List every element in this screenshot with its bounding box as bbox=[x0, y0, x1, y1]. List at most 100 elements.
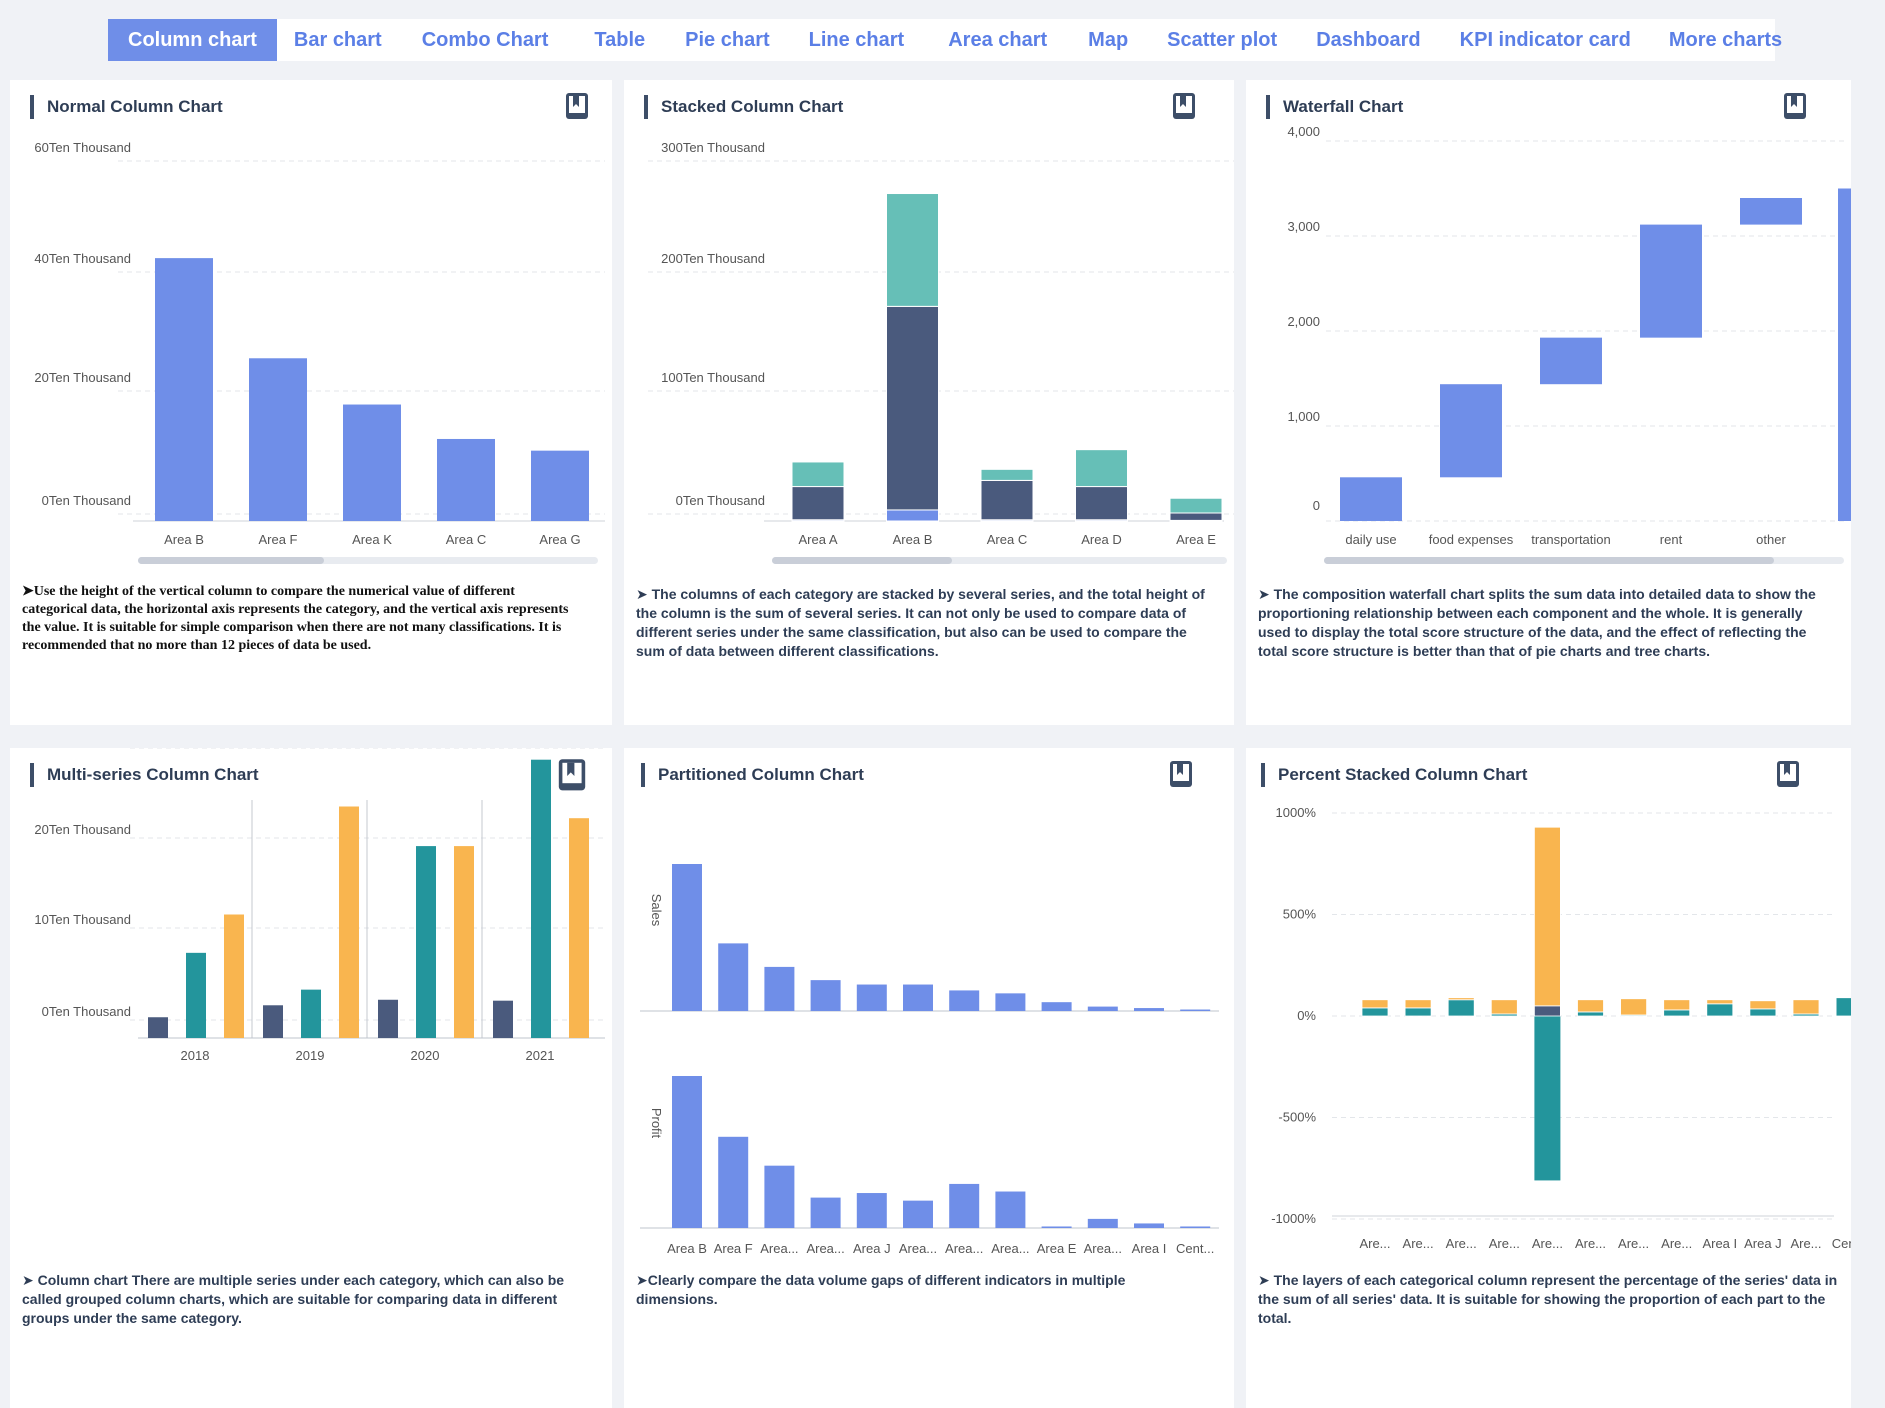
y-tick-label: 500% bbox=[1283, 907, 1317, 922]
x-tick-label: Are... bbox=[1489, 1236, 1520, 1251]
x-tick-label: Area I bbox=[1132, 1241, 1167, 1256]
bar bbox=[764, 1165, 795, 1228]
panel-title: Stacked Column Chart bbox=[644, 94, 843, 120]
bar bbox=[224, 914, 244, 1038]
bar-segment bbox=[1533, 1005, 1561, 1017]
percent-stacked-column-chart: -1000% -500% 0% 500% 1000% Are... Are... Are...… bbox=[1271, 805, 1851, 1251]
bar-segment bbox=[1663, 999, 1691, 1011]
bar-segment bbox=[1075, 486, 1128, 521]
bar-segment bbox=[980, 468, 1034, 481]
x-tick-label: Area J bbox=[853, 1241, 891, 1256]
chart-scrollbar[interactable] bbox=[138, 557, 598, 564]
bar-segment bbox=[886, 193, 939, 307]
x-tick-label: Are... bbox=[1532, 1236, 1563, 1251]
bar-segment bbox=[1534, 1016, 1561, 1181]
y-tick-label: 1,000 bbox=[1287, 409, 1320, 424]
tab-map[interactable]: Map bbox=[1088, 29, 1129, 51]
chart-description: ➤Use the height of the vertical column t… bbox=[22, 584, 569, 653]
multi-series-column-chart: 0Ten Thousand 10Ten Thousand 20Ten Thousan… bbox=[34, 748, 605, 1063]
bar-segment bbox=[886, 509, 939, 522]
x-tick-label: Area F bbox=[258, 532, 297, 547]
bar-segment bbox=[1792, 999, 1820, 1015]
chart-scrollbar[interactable] bbox=[1324, 557, 1844, 564]
y-tick-label: 0Ten Thousand bbox=[676, 493, 765, 508]
bar-segment bbox=[1663, 1009, 1691, 1017]
tab-dashboard[interactable]: Dashboard bbox=[1316, 29, 1421, 51]
chart-description: ➤ Column chart There are multiple series… bbox=[22, 1272, 565, 1326]
bookmark-icon[interactable] bbox=[1172, 92, 1196, 122]
tab-bar-chart[interactable]: Bar chart bbox=[293, 29, 382, 51]
x-tick-label: 2020 bbox=[411, 1048, 440, 1063]
panel-multi-series: Multi-series Column Chart 0Ten Thousand 1… bbox=[10, 748, 612, 1408]
x-tick-label: other bbox=[1756, 532, 1786, 547]
panel-title: Normal Column Chart bbox=[30, 94, 223, 120]
bookmark-icon[interactable] bbox=[1169, 760, 1193, 790]
scrollbar-thumb[interactable] bbox=[772, 557, 952, 564]
series-label: Profit bbox=[649, 1108, 664, 1139]
y-tick-label: 100Ten Thousand bbox=[661, 370, 765, 385]
chart-description: ➤Clearly compare the data volume gaps of… bbox=[636, 1272, 1126, 1307]
bar bbox=[263, 1005, 283, 1038]
x-tick-label: Are... bbox=[1359, 1236, 1390, 1251]
bar-segment bbox=[980, 479, 1034, 521]
bar bbox=[1087, 1006, 1118, 1011]
panel-normal-column: Normal Column Chart 0Ten Thousand 20Ten T… bbox=[10, 80, 612, 725]
normal-column-chart: 0Ten Thousand 20Ten Thousand 40Ten Thousan… bbox=[34, 140, 605, 547]
x-tick-label: Cen... bbox=[1832, 1236, 1851, 1251]
y-tick-label: 20Ten Thousand bbox=[34, 370, 131, 385]
x-tick-label: Area D bbox=[1081, 532, 1121, 547]
series-label: Sales bbox=[649, 894, 664, 927]
tab-pie-chart[interactable]: Pie chart bbox=[685, 29, 770, 51]
bookmark-icon[interactable] bbox=[1783, 92, 1807, 122]
waterfall-bar bbox=[1440, 384, 1502, 478]
x-tick-label: Area... bbox=[945, 1241, 983, 1256]
tab-more-charts[interactable]: More charts bbox=[1668, 29, 1783, 51]
scrollbar-thumb[interactable] bbox=[1324, 557, 1774, 564]
x-tick-label: Are... bbox=[1790, 1236, 1821, 1251]
bookmark-icon[interactable] bbox=[557, 758, 587, 794]
y-tick-label: 0Ten Thousand bbox=[42, 1004, 131, 1019]
panel-partitioned: Partitioned Column Chart Sales Profit Area… bbox=[624, 748, 1234, 1408]
x-tick-label: Area B bbox=[667, 1241, 707, 1256]
bar bbox=[437, 438, 495, 521]
y-tick-label: 40Ten Thousand bbox=[34, 251, 131, 266]
tab-table[interactable]: Table bbox=[594, 29, 646, 51]
y-tick-label: 3,000 bbox=[1287, 219, 1320, 234]
x-tick-label: Are... bbox=[1403, 1236, 1434, 1251]
bar-segment bbox=[886, 305, 939, 511]
panel-title: Multi-series Column Chart bbox=[30, 762, 259, 788]
bar-segment bbox=[1361, 999, 1389, 1009]
bar bbox=[949, 990, 980, 1011]
x-tick-label: 2019 bbox=[296, 1048, 325, 1063]
chart-description: ➤ The layers of each categorical column … bbox=[1258, 1272, 1838, 1326]
bar bbox=[1134, 1223, 1164, 1228]
tab-column-chart[interactable]: Column chart bbox=[108, 19, 277, 61]
bar bbox=[949, 1183, 980, 1228]
bar-segment bbox=[1404, 1007, 1432, 1017]
bar bbox=[301, 989, 321, 1038]
bar bbox=[1041, 1002, 1072, 1011]
bookmark-icon[interactable] bbox=[1776, 760, 1800, 790]
x-tick-label: Area... bbox=[899, 1241, 937, 1256]
bar-segment bbox=[1447, 997, 1475, 1001]
panel-stacked-column: Stacked Column Chart 0Ten Thousand 100Ten… bbox=[624, 80, 1234, 725]
x-tick-label: Area... bbox=[806, 1241, 844, 1256]
x-tick-label: Area C bbox=[987, 532, 1027, 547]
chart-description: ➤ The composition waterfall chart splits… bbox=[1258, 586, 1816, 659]
bar-segment bbox=[1749, 1000, 1777, 1010]
tab-line-chart[interactable]: Line chart bbox=[808, 29, 905, 51]
bookmark-icon[interactable] bbox=[565, 92, 589, 122]
x-tick-label: Are... bbox=[1446, 1236, 1477, 1251]
tab-area-chart[interactable]: Area chart bbox=[948, 29, 1048, 51]
x-tick-label: rent bbox=[1660, 532, 1683, 547]
chart-scrollbar[interactable] bbox=[772, 557, 1227, 564]
x-tick-label: Area K bbox=[352, 532, 392, 547]
tab-kpi-indicator-card[interactable]: KPI indicator card bbox=[1459, 29, 1631, 51]
bar-segment bbox=[1361, 1007, 1389, 1017]
tab-combo-chart[interactable]: Combo Chart bbox=[421, 29, 549, 51]
tab-scatter-plot[interactable]: Scatter plot bbox=[1167, 29, 1278, 51]
x-tick-label: Area... bbox=[760, 1241, 798, 1256]
scrollbar-thumb[interactable] bbox=[138, 557, 324, 564]
bar-segment bbox=[1169, 497, 1223, 514]
y-tick-label: 1000% bbox=[1276, 805, 1317, 820]
